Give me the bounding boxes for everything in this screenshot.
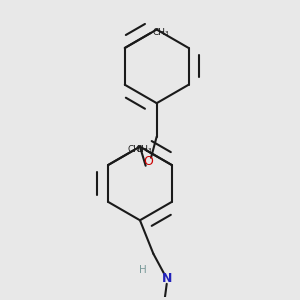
Text: H: H xyxy=(140,266,147,275)
Text: O: O xyxy=(143,155,153,168)
Text: CH₃: CH₃ xyxy=(128,146,144,154)
Text: CH₃: CH₃ xyxy=(136,146,152,154)
Text: CH₃: CH₃ xyxy=(153,28,169,38)
Text: N: N xyxy=(161,272,172,285)
